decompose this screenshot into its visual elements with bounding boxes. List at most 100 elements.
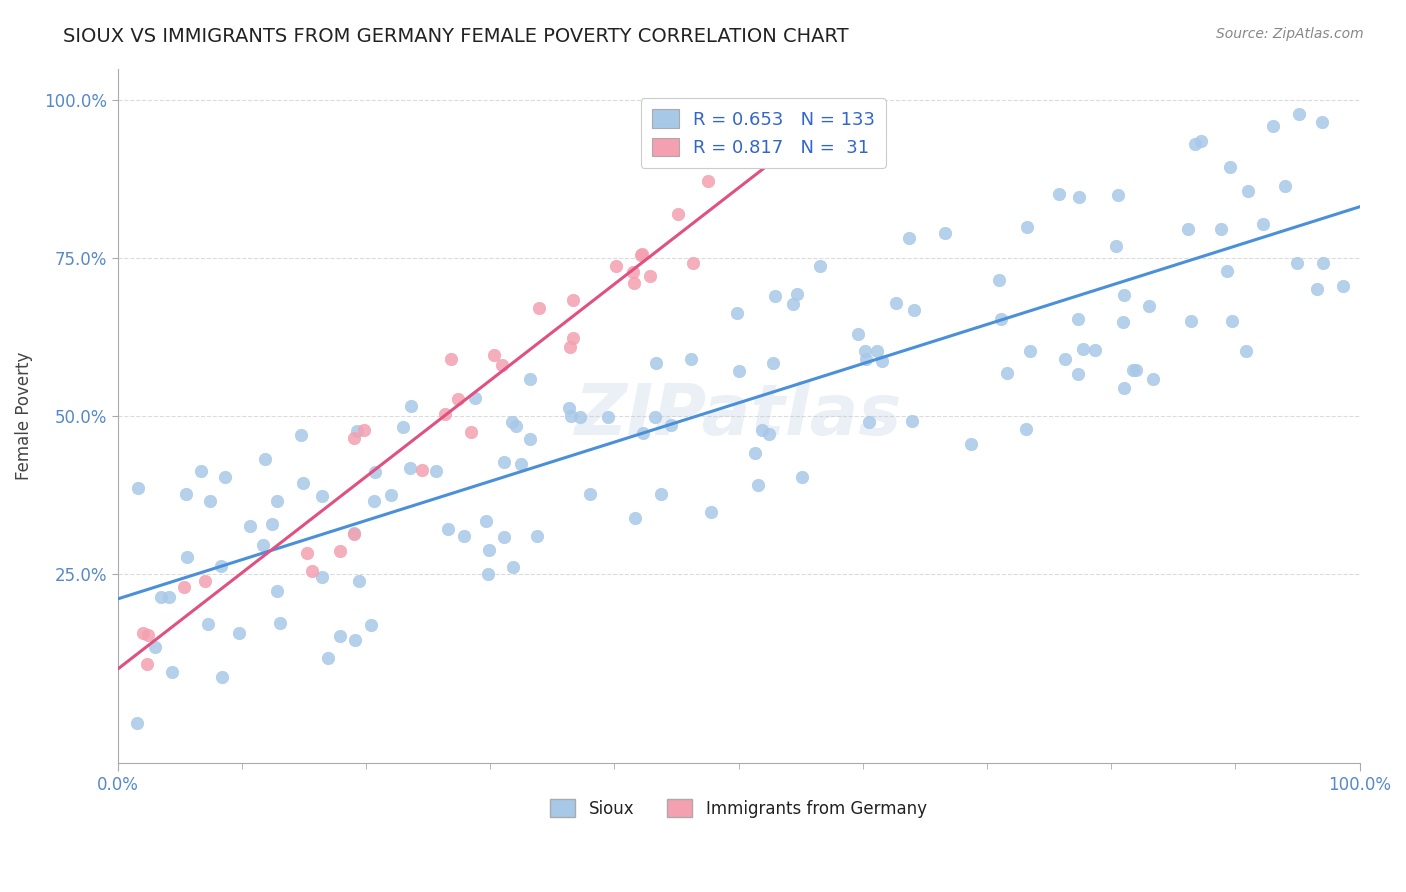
Point (399, 461, 422, 475)
Point (198, 494, 221, 508)
Point (252, 538, 274, 552)
Y-axis label: Female Poverty: Female Poverty (15, 351, 32, 480)
Point (605, 260, 627, 274)
Point (425, 464, 447, 478)
Point (758, 426, 780, 441)
Point (343, 431, 366, 445)
Point (136, 628, 159, 642)
Point (529, 301, 551, 315)
Point (266, 583, 288, 598)
Point (174, 487, 197, 501)
Point (725, 305, 748, 319)
Point (360, 618, 382, 632)
Point (475, 514, 498, 528)
Point (1261, 119, 1284, 133)
Point (1331, 279, 1354, 293)
Point (1191, 134, 1213, 148)
Point (342, 526, 364, 541)
Point (934, 226, 956, 240)
Point (1237, 184, 1260, 198)
Point (727, 364, 749, 378)
Point (1220, 314, 1243, 328)
Point (266, 494, 288, 508)
Point (897, 230, 920, 244)
Point (1184, 136, 1206, 151)
Point (782, 297, 804, 311)
Point (269, 616, 291, 631)
Point (349, 574, 371, 588)
Point (557, 401, 579, 416)
Point (747, 478, 769, 492)
Point (501, 415, 523, 429)
Point (1112, 381, 1135, 395)
Point (682, 256, 704, 270)
Point (990, 312, 1012, 326)
Point (411, 463, 433, 477)
Point (886, 295, 908, 310)
Point (1015, 422, 1038, 436)
Point (1054, 351, 1077, 366)
Text: SIOUX VS IMMIGRANTS FROM GERMANY FEMALE POVERTY CORRELATION CHART: SIOUX VS IMMIGRANTS FROM GERMANY FEMALE … (63, 27, 849, 45)
Point (1285, 256, 1308, 270)
Point (1069, 190, 1091, 204)
Point (679, 352, 702, 367)
Point (173, 580, 195, 594)
Point (363, 494, 385, 508)
Point (437, 522, 460, 536)
Point (491, 358, 513, 372)
Point (316, 651, 339, 665)
Point (558, 340, 581, 354)
Point (1067, 311, 1090, 326)
Point (239, 518, 262, 533)
Point (621, 265, 644, 279)
Point (160, 665, 183, 679)
Point (519, 372, 541, 386)
Legend: Sioux, Immigrants from Germany: Sioux, Immigrants from Germany (544, 793, 934, 824)
Point (1216, 264, 1239, 278)
Point (346, 424, 368, 438)
Point (478, 543, 501, 558)
Point (762, 356, 785, 370)
Point (132, 626, 155, 640)
Point (128, 481, 150, 495)
Point (1142, 372, 1164, 386)
Point (792, 470, 814, 484)
Point (292, 476, 315, 491)
Point (353, 423, 375, 437)
Point (482, 348, 505, 362)
Point (1105, 239, 1128, 253)
Point (1107, 188, 1129, 202)
Point (1274, 179, 1296, 194)
Point (477, 566, 499, 581)
Point (1209, 222, 1232, 236)
Point (855, 351, 877, 366)
Point (846, 327, 869, 342)
Point (492, 530, 515, 544)
Text: ZIPatlas: ZIPatlas (575, 381, 903, 450)
Point (311, 570, 333, 584)
Point (464, 391, 486, 405)
Point (380, 488, 402, 502)
Point (666, 207, 689, 221)
Point (392, 420, 415, 434)
Point (638, 268, 661, 283)
Point (519, 433, 541, 447)
Point (1177, 222, 1199, 236)
Point (644, 356, 666, 370)
Text: Source: ZipAtlas.com: Source: ZipAtlas.com (1216, 27, 1364, 41)
Point (290, 427, 312, 442)
Point (903, 302, 925, 317)
Point (460, 425, 482, 440)
Point (596, 410, 619, 425)
Point (194, 574, 217, 588)
Point (1019, 344, 1042, 359)
Point (228, 626, 250, 640)
Point (526, 528, 548, 542)
Point (150, 590, 173, 604)
Point (190, 464, 212, 478)
Point (343, 526, 366, 541)
Point (1137, 299, 1160, 313)
Point (1312, 256, 1334, 270)
Point (853, 343, 876, 358)
Point (364, 465, 387, 479)
